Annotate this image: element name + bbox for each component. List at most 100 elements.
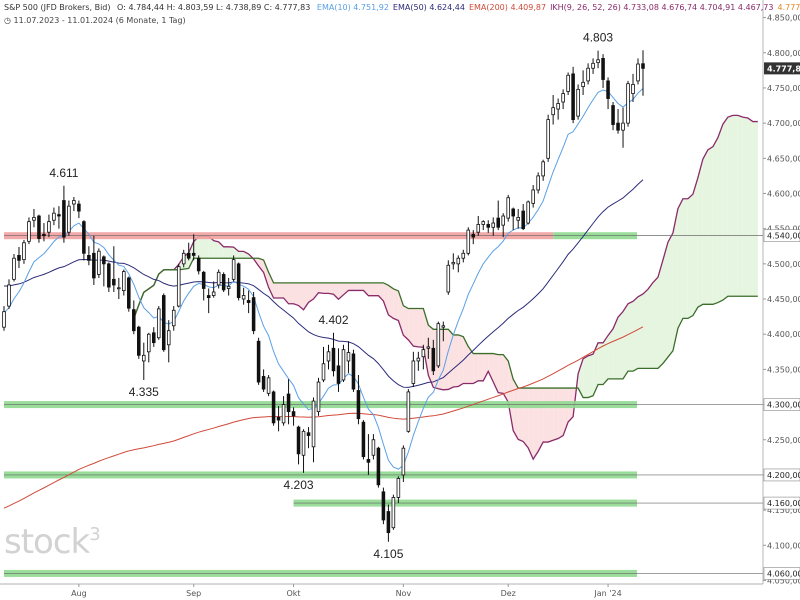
candle-2023-11-14	[446, 260, 451, 295]
candle-2023-11-02	[406, 389, 411, 433]
candle-2023-08-22	[151, 327, 156, 347]
candle-2023-10-26	[381, 487, 386, 525]
cloud-segment-50	[383, 282, 389, 315]
candle-body-2023-11-24	[481, 221, 486, 225]
candle-2023-11-29	[496, 200, 500, 231]
candle-2023-12-01	[506, 194, 510, 222]
candle-2023-12-05	[516, 208, 520, 229]
candle-body-2023-11-28	[491, 222, 496, 228]
senkou-span-a-line	[133, 114, 758, 461]
candle-body-2023-07-18	[27, 221, 31, 242]
legend-entry-0: EMA(10) 4.751,92	[316, 3, 389, 12]
cloud-segment-26	[263, 259, 269, 288]
candle-2023-08-09	[107, 262, 111, 292]
candle-body-2024-01-10	[636, 63, 640, 82]
candle-2023-07-11	[2, 306, 6, 331]
candle-body-2023-10-23	[366, 459, 371, 463]
cloud-segment-71	[488, 353, 494, 382]
candle-body-2023-07-25	[52, 212, 56, 221]
cloud-segment-105	[657, 259, 663, 369]
candle-2023-09-01	[191, 234, 196, 261]
cloud-segment-89	[578, 358, 584, 398]
candle-body-2023-11-01	[401, 447, 406, 476]
candle-body-2023-12-07	[526, 201, 530, 224]
candle-2023-09-28	[281, 396, 286, 426]
cloud-segment-108	[672, 208, 678, 351]
candle-body-2023-09-15	[236, 263, 241, 299]
cloud-segment-55	[408, 308, 414, 347]
ema-50-line	[3, 179, 644, 388]
candle-body-2023-07-12	[7, 284, 11, 307]
candle-body-2023-11-29	[496, 217, 500, 228]
candle-2023-10-11	[326, 344, 331, 370]
cloud-segment-25	[258, 258, 264, 273]
candle-body-2023-10-13	[336, 365, 341, 384]
candle-2023-11-17	[461, 249, 466, 263]
cloud-segment-72	[493, 353, 499, 393]
cloud-segment-92	[593, 342, 599, 396]
ema-200-line	[3, 326, 644, 509]
cloud-segment-74	[503, 354, 509, 403]
candle-2023-11-15	[451, 253, 456, 270]
candle-2023-08-17	[137, 325, 141, 359]
candle-2023-08-08	[102, 255, 106, 287]
cloud-segment-119	[727, 115, 733, 297]
cloud-segment-38	[323, 282, 329, 294]
candle-body-2023-11-17	[461, 252, 466, 259]
candle-body-2024-01-03	[611, 105, 615, 125]
cloud-segment-122	[742, 117, 748, 297]
cloud-segment-91	[588, 354, 594, 398]
cloud-segment-75	[508, 360, 514, 431]
candle-2023-10-17	[346, 341, 351, 373]
cloud-segment-34	[303, 282, 309, 310]
x-tick-label-3: Nov	[396, 589, 412, 598]
candle-2023-09-22	[261, 369, 266, 392]
candle-2023-12-19	[566, 72, 570, 95]
candle-body-2023-08-22	[151, 332, 156, 344]
candle-2023-08-31	[186, 242, 191, 261]
candle-body-2023-11-14	[446, 264, 451, 293]
cloud-segment-56	[413, 308, 419, 347]
annotation-0: 4.611	[49, 166, 78, 180]
candle-2023-07-19	[32, 208, 36, 228]
candle-body-2023-08-24	[161, 295, 166, 351]
cloud-segment-59	[428, 325, 434, 388]
cloud-segment-42	[343, 282, 349, 295]
candle-2023-12-08	[531, 185, 535, 208]
candle-body-2023-10-02	[291, 411, 296, 417]
candle-2023-08-24	[161, 293, 166, 352]
candle-body-2023-12-28	[596, 59, 600, 64]
cloud-segment-103	[647, 282, 653, 369]
candle-2023-09-11	[216, 269, 221, 289]
cloud-segment-57	[418, 308, 424, 348]
cloud-segment-69	[478, 353, 484, 381]
cloud-segment-16	[213, 240, 219, 259]
candle-body-2023-10-20	[361, 421, 366, 458]
annotation-5: 4.803	[583, 31, 613, 45]
candle-2023-12-15	[556, 98, 560, 120]
candle-2023-09-26	[271, 390, 276, 426]
candle-2023-11-16	[456, 255, 461, 273]
candle-2023-10-13	[336, 348, 341, 392]
candle-2023-10-03	[296, 425, 301, 465]
candle-body-2023-12-19	[566, 74, 570, 92]
cloud-segment-81	[538, 388, 544, 452]
candle-2023-07-20	[37, 214, 41, 243]
cloud-segment-33	[298, 282, 304, 310]
candle-2024-01-11	[641, 50, 645, 96]
symbol-label: S&P 500 (JFD Brokers, Bid)	[4, 3, 111, 12]
cloud-segment-109	[677, 198, 683, 329]
candle-body-2023-09-06	[201, 271, 206, 289]
candle-2023-10-05	[306, 427, 311, 449]
candle-body-2023-10-18	[351, 353, 356, 390]
candle-2024-01-03	[611, 102, 615, 131]
cloud-segment-98	[623, 303, 629, 379]
cloud-segment-76	[513, 379, 519, 440]
candle-body-2023-10-26	[381, 491, 386, 521]
candle-2023-07-28	[67, 200, 71, 236]
level-tag-4: 4.160,00	[767, 499, 800, 508]
candle-body-2023-11-22	[476, 224, 481, 233]
legend-entry-1: EMA(50) 4.624,44	[392, 3, 465, 12]
cloud-segment-37	[318, 282, 324, 294]
